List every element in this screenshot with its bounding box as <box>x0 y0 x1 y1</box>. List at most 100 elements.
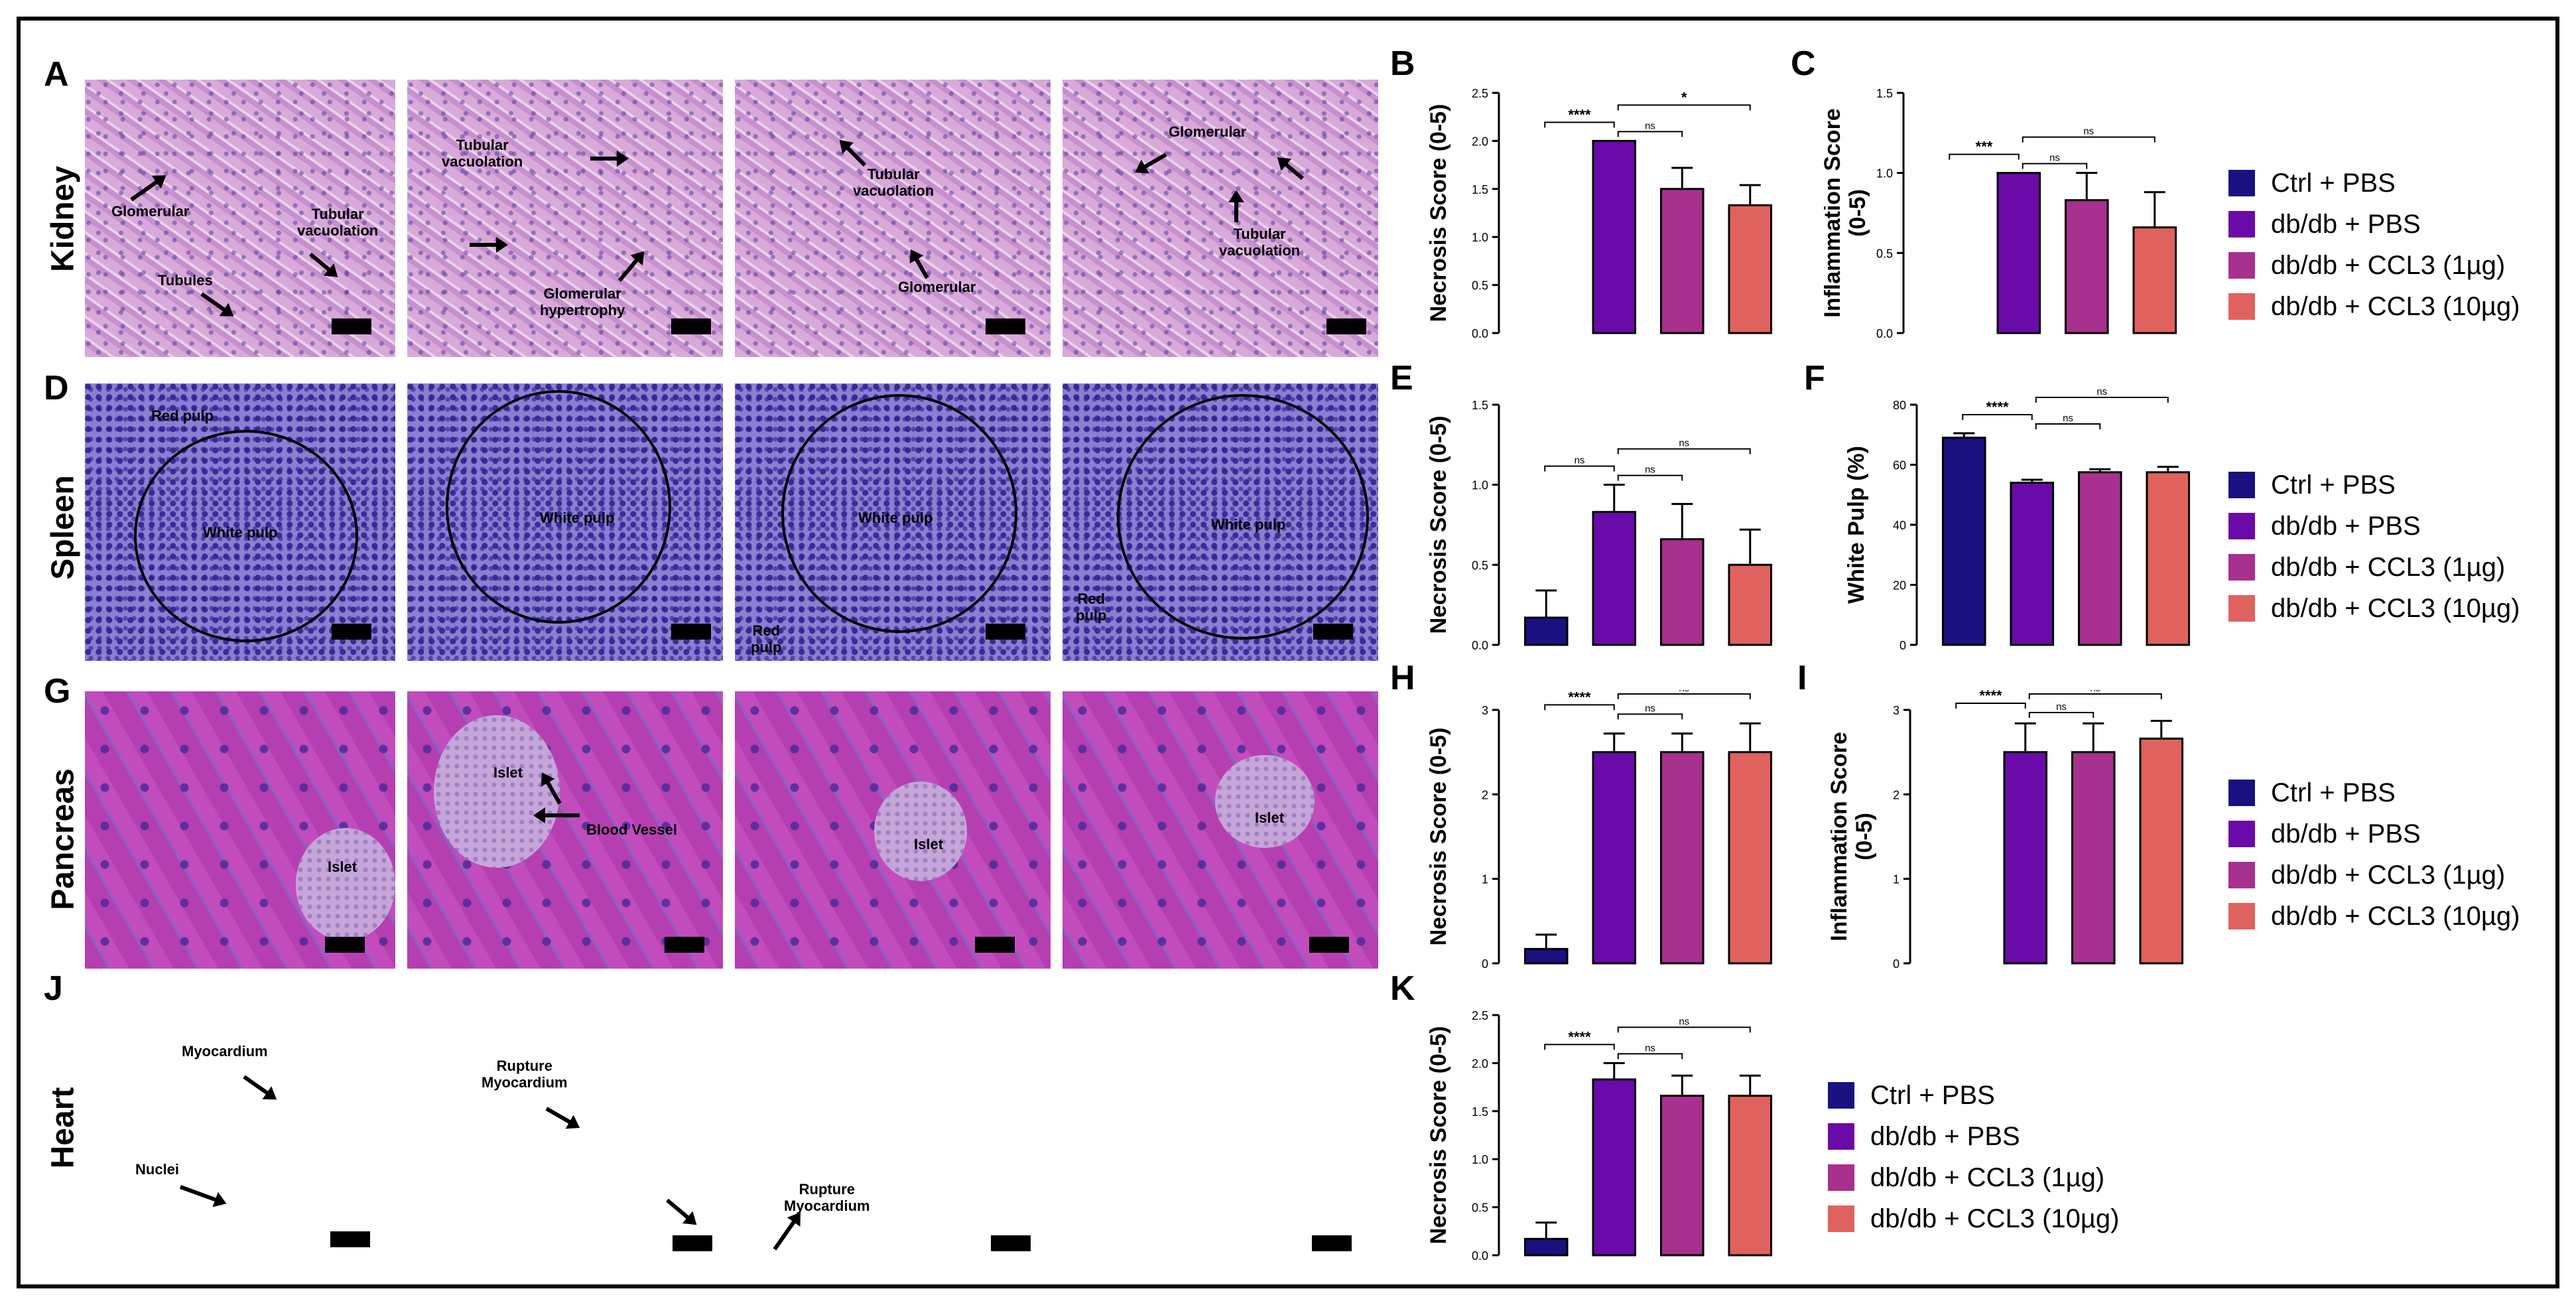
panel-letter-j: J <box>44 969 63 1008</box>
arrow-icon <box>617 257 640 282</box>
legend-item: db/db + CCL3 (10µg) <box>1828 1198 2120 1239</box>
annotation-red-pulp: Red pulp <box>751 622 782 656</box>
bar <box>1523 616 1569 646</box>
legend-swatch <box>2228 595 2255 622</box>
bar <box>1592 139 1637 334</box>
scale-bar <box>332 624 371 640</box>
significance-label: ns <box>2049 153 2060 164</box>
arrow-icon <box>666 1198 691 1221</box>
arrow-icon <box>590 151 629 167</box>
legend-item: db/db + CCL3 (10µg) <box>2228 286 2520 327</box>
significance-bracket <box>1544 465 1615 472</box>
bar <box>1941 437 1986 646</box>
organ-label-kidney: Kidney <box>45 165 81 273</box>
y-axis-label: Necrosis Score (0-5) <box>1426 728 1451 946</box>
significance-label: ns <box>1645 703 1655 714</box>
legend-item: Ctrl + PBS <box>2228 772 2520 813</box>
legend-item: db/db + CCL3 (10µg) <box>2228 896 2520 937</box>
significance-bracket <box>1617 1053 1683 1060</box>
scale-bar <box>332 318 371 334</box>
scale-bar <box>1313 624 1353 640</box>
bar <box>2146 471 2191 646</box>
legend-label: db/db + CCL3 (10µg) <box>1870 1203 2120 1233</box>
chart-i-pancreas-inflammation: Inflammation Score(0-5) 0 1 2 3 **** ns ns <box>1831 690 2184 971</box>
y-axis-label-line: (0-5) <box>1852 813 1877 860</box>
chart-e-spleen-necrosis: Necrosis Score (0-5) 0.0 0.5 1.0 1.5 ns ns ns <box>1426 399 1773 652</box>
legend-swatch <box>2228 211 2255 238</box>
legend-swatch <box>1828 1082 1854 1109</box>
legend-item: Ctrl + PBS <box>2228 163 2520 204</box>
significance-label: **** <box>1568 1028 1591 1045</box>
legend-swatch <box>2228 513 2255 539</box>
significance-bracket <box>2035 396 2169 403</box>
white-pulp-outline <box>1117 394 1369 640</box>
legend-item: db/db + PBS <box>2228 813 2520 855</box>
y-tick-label: 0 <box>1900 639 1906 652</box>
annotation-islet: Islet <box>493 764 523 781</box>
legend-swatch <box>2228 472 2255 498</box>
white-pulp-outline <box>134 430 358 642</box>
legend-swatch <box>2228 821 2255 847</box>
legend-row-pancreas: Ctrl + PBS db/db + PBS db/db + CCL3 (1µg) d… <box>2228 772 2520 937</box>
annotation-glomerular-hypertrophy: Glomerular hypertrophy <box>540 285 625 319</box>
significance-label: **** <box>1568 106 1591 123</box>
y-tick-label: 1.5 <box>1876 87 1893 100</box>
significance-label: * <box>1681 89 1687 105</box>
significance-label: *** <box>1976 139 1993 155</box>
y-axis-label: Necrosis Score (0-5) <box>1426 416 1451 634</box>
legend-label: Ctrl + PBS <box>2271 470 2396 500</box>
panel-letter-f: F <box>1804 359 1825 397</box>
significance-bracket <box>1544 1044 1615 1050</box>
panel-letter-g: G <box>44 672 71 711</box>
arrow-icon <box>1234 200 1238 222</box>
bar <box>1592 1078 1637 1257</box>
significance-label: **** <box>1568 690 1591 705</box>
y-axis-label: Necrosis Score (0-5) <box>1426 1026 1451 1245</box>
significance-bracket <box>1617 1026 1751 1033</box>
y-axis-label: Inflammation Score(0-5) <box>1824 108 1870 318</box>
y-tick-label: 3 <box>1893 704 1900 717</box>
arrow-icon <box>844 145 867 167</box>
bar <box>1728 751 1773 965</box>
panel-letter-k: K <box>1390 969 1415 1008</box>
legend-swatch <box>2228 554 2255 581</box>
legend-row-kidney: Ctrl + PBS db/db + PBS db/db + CCL3 (1µg) d… <box>2228 163 2520 327</box>
y-tick-label: 60 <box>1893 459 1906 472</box>
y-tick-label: 0.5 <box>1472 279 1488 293</box>
panel-letter-d: D <box>44 369 69 407</box>
legend-item: db/db + CCL3 (1µg) <box>1828 1157 2120 1198</box>
y-axis-label-line: Necrosis Score (0-5) <box>1426 416 1451 634</box>
legend-item: db/db + CCL3 (1µg) <box>2228 245 2520 286</box>
islet-region <box>1215 755 1315 848</box>
spleen-micrograph-ctrl: Red pulp White pulp <box>85 383 395 661</box>
y-tick-label: 1.5 <box>1472 1105 1488 1119</box>
y-axis-label: Necrosis Score (0-5) <box>1426 104 1451 322</box>
bar <box>1592 511 1637 646</box>
legend-label: Ctrl + PBS <box>1870 1080 1995 1110</box>
annotation-glomerular: Glomerular <box>898 279 976 295</box>
bar <box>2071 751 2116 965</box>
scale-bar <box>330 1231 370 1247</box>
scale-bar <box>665 937 704 953</box>
legend-swatch <box>2228 780 2255 806</box>
y-axis-label-line: Inflammation Score <box>1824 108 1845 318</box>
legend-item: db/db + CCL3 (1µg) <box>2228 855 2520 896</box>
scale-bar <box>671 318 711 334</box>
significance-bracket <box>2028 712 2094 718</box>
y-axis-label-line: Necrosis Score (0-5) <box>1426 1026 1451 1245</box>
annotation-glomerular: Glomerular <box>111 203 190 220</box>
arrow-icon <box>543 813 580 817</box>
arrow-icon <box>200 292 227 313</box>
scale-bar <box>986 624 1025 640</box>
y-tick-label: 80 <box>1893 399 1906 412</box>
arrow-icon <box>130 178 160 202</box>
scale-bar <box>991 1235 1031 1251</box>
y-tick-label: 1 <box>1482 873 1488 886</box>
legend-label: db/db + CCL3 (1µg) <box>1870 1162 2105 1192</box>
legend-item: db/db + PBS <box>2228 506 2520 547</box>
bar <box>1592 751 1637 965</box>
y-axis-label-line: (0-5) <box>1845 189 1870 237</box>
panel-letter-c: C <box>1791 44 1816 83</box>
bar <box>1728 1095 1773 1257</box>
annotation-tubular-vacuolation: Tubular vacuolation <box>297 206 379 240</box>
